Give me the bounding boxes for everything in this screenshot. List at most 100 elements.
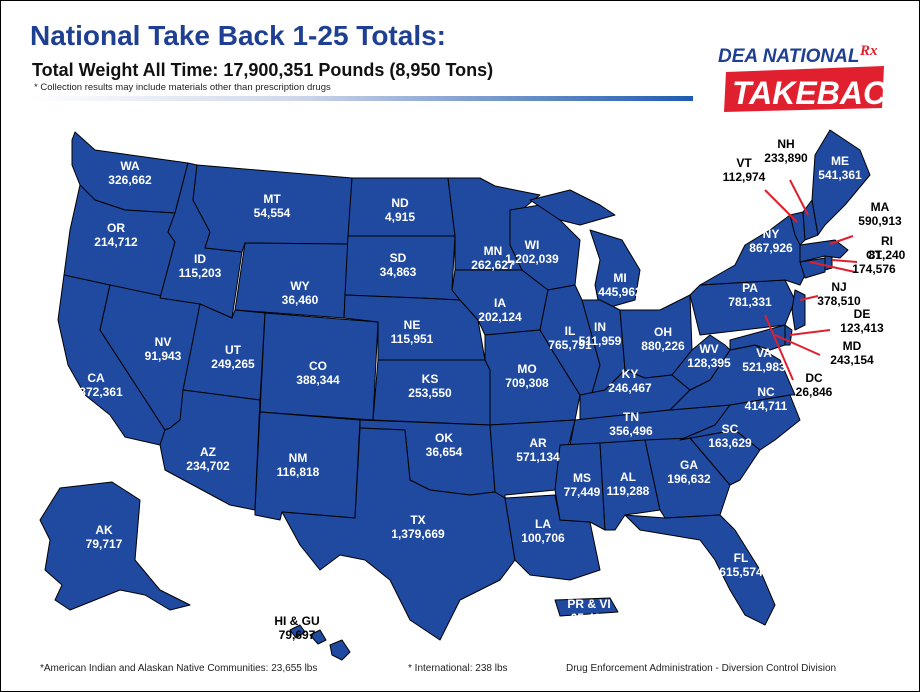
state-tx: [281, 427, 516, 641]
label-wa-abbr: WA: [120, 159, 140, 173]
label-dc-abbr: DC: [805, 371, 823, 385]
label-az-value: 234,702: [186, 459, 230, 473]
label-mo-abbr: MO: [517, 362, 536, 376]
label-tn-value: 356,496: [609, 424, 653, 438]
label-ny-value: 867,926: [749, 241, 793, 255]
label-ks-value: 253,550: [408, 386, 452, 400]
label-pa-value: 781,331: [728, 295, 772, 309]
label-ca-value: 1,372,361: [69, 385, 123, 399]
header-divider: [28, 96, 693, 101]
label-ct-abbr: CT: [866, 248, 883, 262]
state-mi-up: [529, 189, 616, 226]
label-il-abbr: IL: [565, 324, 576, 338]
label-il-value: 765,791: [548, 338, 592, 352]
label-de-value: 123,413: [840, 321, 884, 335]
label-ut-value: 249,265: [211, 357, 255, 371]
label-fl-abbr: FL: [734, 551, 749, 565]
label-wy-value: 36,460: [282, 293, 319, 307]
label-mt-abbr: MT: [263, 192, 281, 206]
state-nj: [791, 289, 806, 331]
state-fl: [624, 514, 776, 626]
logo-red-banner: [724, 66, 884, 112]
label-ia-value: 202,124: [478, 310, 522, 324]
state-mi: [589, 229, 641, 311]
label-pr-vi-value: 65,439: [571, 611, 608, 625]
label-ma-value: 590,913: [858, 214, 902, 228]
state-hi: [289, 624, 351, 661]
label-va-value: 521,983: [742, 360, 786, 374]
label-ms-abbr: MS: [573, 471, 591, 485]
state-me: [811, 129, 871, 236]
label-nm-abbr: NM: [289, 451, 308, 465]
label-nj-value: 378,510: [817, 294, 861, 308]
leader-line-dc: [764, 314, 794, 381]
label-in-abbr: IN: [594, 320, 606, 334]
logo-takeback-word: TAKEBACK: [732, 75, 892, 111]
label-co-abbr: CO: [309, 359, 327, 373]
label-wv-abbr: WV: [699, 342, 718, 356]
label-ak-abbr: AK: [95, 523, 113, 537]
label-ar-abbr: AR: [529, 436, 547, 450]
label-tx-abbr: TX: [410, 513, 425, 527]
leader-line-de: [789, 329, 831, 336]
label-or-abbr: OR: [107, 221, 125, 235]
label-nm-value: 116,818: [277, 465, 320, 479]
page-title: National Take Back 1-25 Totals:: [30, 20, 446, 51]
label-dc-value: 26,846: [796, 385, 833, 399]
label-wa-value: 326,662: [108, 173, 152, 187]
logo-dea-national-text: DEA NATIONAL: [718, 46, 859, 67]
label-md-abbr: MD: [843, 339, 862, 353]
label-ia-abbr: IA: [494, 296, 506, 310]
label-ne-abbr: NE: [404, 318, 421, 332]
label-nh-abbr: NH: [777, 137, 794, 151]
label-mi-value: 445,962: [598, 285, 642, 299]
label-pa-abbr: PA: [742, 281, 758, 295]
footer-native-communities: *American Indian and Alaskan Native Comm…: [40, 663, 318, 674]
label-mn-value: 262,627: [471, 258, 515, 272]
label-nh-value: 233,890: [764, 151, 808, 165]
label-ky-value: 246,467: [608, 381, 652, 395]
label-md-value: 243,154: [830, 353, 874, 367]
state-nc: [679, 394, 801, 451]
label-ar-value: 571,134: [516, 450, 560, 464]
label-mn-abbr: MN: [484, 244, 503, 258]
state-wv: [671, 334, 731, 391]
label-ks-abbr: KS: [422, 372, 439, 386]
label-ma-abbr: MA: [871, 200, 890, 214]
label-or-value: 214,712: [94, 235, 138, 249]
label-hi-gu-abbr: HI & GU: [274, 614, 319, 628]
leader-line-ri: [831, 259, 858, 263]
label-ny-abbr: NY: [763, 227, 780, 241]
territory-pr: [554, 597, 619, 617]
label-sc-abbr: SC: [722, 422, 739, 436]
label-wy-abbr: WY: [290, 279, 309, 293]
label-ca-abbr: CA: [87, 371, 105, 385]
total-weight-subtitle: Total Weight All Time: 17,900,351 Pounds…: [32, 60, 494, 80]
dea-takeback-logo: DEA NATIONAL Rx TAKEBACK: [718, 43, 892, 112]
state-ma: [799, 239, 849, 263]
label-nj-abbr: NJ: [831, 280, 846, 294]
leader-line-vt: [764, 189, 798, 223]
label-oh-value: 880,226: [641, 339, 685, 353]
label-mt-value: 54,554: [254, 206, 291, 220]
label-wi-abbr: WI: [525, 238, 540, 252]
label-va-abbr: VA: [756, 346, 772, 360]
label-me-abbr: ME: [831, 154, 849, 168]
label-ok-value: 36,654: [426, 445, 463, 459]
label-sc-value: 163,629: [708, 436, 752, 450]
label-ri-abbr: RI: [881, 234, 893, 248]
label-al-value: 119,288: [607, 484, 650, 498]
label-la-value: 100,706: [521, 531, 565, 545]
label-id-value: 115,203: [179, 266, 222, 280]
label-az-abbr: AZ: [200, 445, 216, 459]
label-wi-value: 1,202,039: [505, 252, 559, 266]
state-la: [504, 494, 601, 581]
label-ok-abbr: OK: [435, 431, 453, 445]
logo-rx-mark: Rx: [859, 43, 878, 59]
label-vt-abbr: VT: [736, 156, 752, 170]
label-id-abbr: ID: [194, 252, 206, 266]
label-mo-value: 709,308: [505, 376, 549, 390]
label-vt-value: 112,974: [723, 170, 766, 184]
label-nv-abbr: NV: [155, 335, 172, 349]
